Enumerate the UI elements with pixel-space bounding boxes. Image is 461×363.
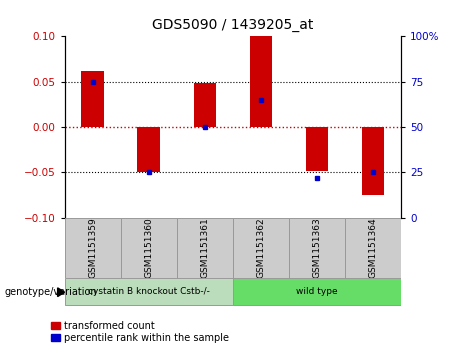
Text: GSM1151359: GSM1151359 <box>88 217 97 278</box>
Bar <box>233 218 289 278</box>
Bar <box>345 218 401 278</box>
Bar <box>250 36 272 127</box>
Text: cystatin B knockout Cstb-/-: cystatin B knockout Cstb-/- <box>88 287 210 296</box>
Bar <box>233 278 401 305</box>
Bar <box>65 278 233 305</box>
Text: GSM1151361: GSM1151361 <box>200 217 209 278</box>
Bar <box>194 83 216 127</box>
Title: GDS5090 / 1439205_at: GDS5090 / 1439205_at <box>152 19 313 33</box>
Text: GSM1151362: GSM1151362 <box>256 217 266 278</box>
Bar <box>121 218 177 278</box>
Text: GSM1151364: GSM1151364 <box>368 217 378 278</box>
Text: genotype/variation: genotype/variation <box>5 287 97 297</box>
Bar <box>289 218 345 278</box>
Text: GSM1151360: GSM1151360 <box>144 217 153 278</box>
Polygon shape <box>58 288 65 297</box>
Text: wild type: wild type <box>296 287 338 296</box>
Bar <box>177 218 233 278</box>
Bar <box>82 71 104 127</box>
Legend: transformed count, percentile rank within the sample: transformed count, percentile rank withi… <box>51 321 229 343</box>
Bar <box>65 218 121 278</box>
Text: GSM1151363: GSM1151363 <box>313 217 321 278</box>
Bar <box>362 127 384 195</box>
Bar <box>306 127 328 171</box>
Bar <box>137 127 160 172</box>
